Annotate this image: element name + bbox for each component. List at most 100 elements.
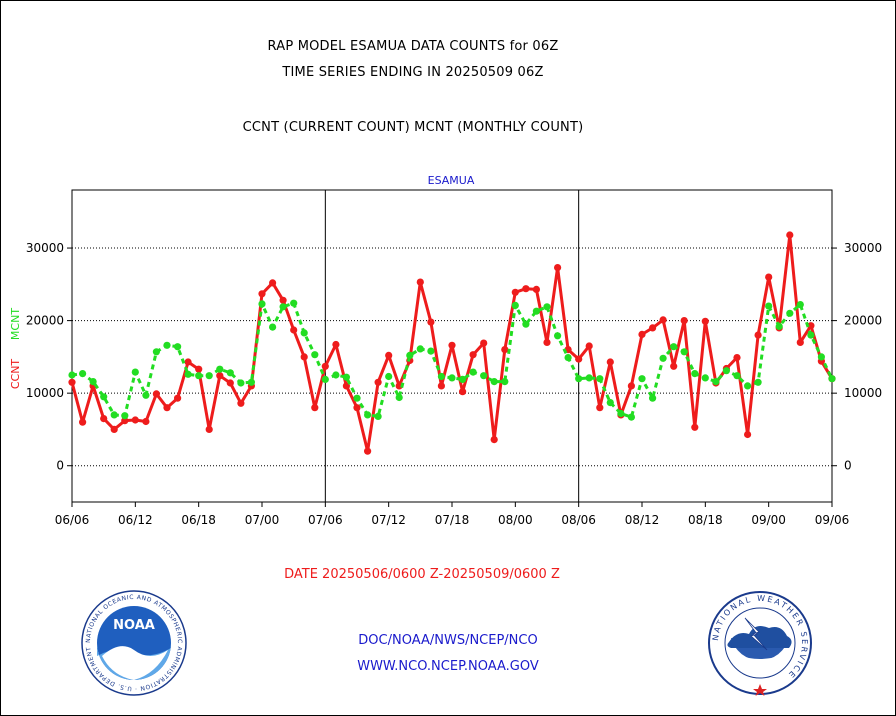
- data-point-ccnt: [754, 331, 762, 339]
- footer-website: WWW.NCO.NCEP.NOAA.GOV: [357, 659, 539, 674]
- data-point-ccnt: [670, 362, 678, 370]
- data-point-mcnt: [142, 391, 150, 399]
- data-point-ccnt: [364, 447, 372, 455]
- data-point-mcnt: [501, 378, 509, 386]
- data-point-mcnt: [416, 345, 424, 353]
- y-tick-label-left: 10000: [26, 386, 64, 400]
- data-point-ccnt: [79, 418, 87, 426]
- chart-subtitle: CCNT (CURRENT COUNT) MCNT (MONTHLY COUNT…: [242, 120, 584, 135]
- data-point-mcnt: [575, 375, 583, 383]
- data-point-ccnt: [554, 264, 562, 272]
- data-point-ccnt: [226, 379, 234, 387]
- data-point-ccnt: [279, 296, 287, 304]
- data-point-ccnt: [269, 279, 277, 287]
- data-point-mcnt: [184, 370, 192, 378]
- data-point-ccnt: [353, 404, 361, 412]
- data-point-mcnt: [353, 394, 361, 402]
- x-tick-label: 06/06: [55, 513, 90, 527]
- data-point-mcnt: [237, 379, 245, 387]
- y-tick-label-right: 0: [844, 459, 852, 473]
- data-point-ccnt: [786, 231, 794, 239]
- data-point-ccnt: [680, 317, 688, 325]
- data-point-ccnt: [807, 322, 815, 330]
- data-point-mcnt: [691, 370, 699, 378]
- noaa-wordmark: NOAA: [113, 618, 155, 633]
- data-point-ccnt: [374, 378, 382, 386]
- data-point-mcnt: [564, 354, 572, 362]
- y-tick-label-left: 20000: [26, 314, 64, 328]
- data-point-ccnt: [691, 423, 699, 431]
- data-point-ccnt: [532, 285, 541, 293]
- data-point-mcnt: [754, 378, 762, 386]
- data-point-mcnt: [733, 372, 741, 380]
- data-point-mcnt: [617, 409, 625, 418]
- data-point-ccnt: [258, 290, 266, 298]
- data-point-mcnt: [480, 372, 488, 380]
- data-point-mcnt: [627, 413, 636, 421]
- x-tick-label: 08/18: [688, 513, 723, 527]
- axes: 0 0 10000 10000 20000 20000 30000 30000 06/06 06/…: [26, 241, 882, 527]
- data-point-mcnt: [469, 368, 477, 376]
- data-point-mcnt: [406, 351, 414, 359]
- series-layer: [68, 231, 836, 455]
- data-point-mcnt: [121, 412, 129, 420]
- data-point-ccnt: [142, 417, 150, 426]
- y-tick-label-left: 0: [56, 459, 64, 473]
- data-point-mcnt: [427, 347, 435, 355]
- x-tick-label: 06/18: [181, 513, 216, 527]
- data-point-ccnt: [68, 378, 76, 386]
- data-point-ccnt: [627, 382, 636, 390]
- data-point-mcnt: [216, 365, 224, 373]
- data-point-ccnt: [184, 358, 192, 366]
- data-point-mcnt: [342, 373, 350, 381]
- data-point-mcnt: [100, 393, 108, 401]
- data-point-mcnt: [364, 411, 372, 419]
- data-point-mcnt: [226, 369, 234, 377]
- data-point-mcnt: [807, 331, 815, 339]
- data-point-ccnt: [332, 340, 340, 349]
- data-point-ccnt: [395, 382, 403, 390]
- data-point-ccnt: [638, 330, 646, 338]
- x-tick-label: 06/12: [118, 513, 153, 527]
- nws-logo: NATIONAL WEATHER SERVICE: [708, 591, 812, 696]
- data-point-ccnt: [437, 382, 445, 390]
- data-point-ccnt: [174, 394, 182, 402]
- data-point-mcnt: [554, 332, 562, 340]
- data-point-ccnt: [216, 372, 224, 380]
- y-tick-label-left: 30000: [26, 241, 64, 255]
- data-point-mcnt: [110, 411, 118, 419]
- data-point-mcnt: [205, 372, 213, 380]
- panel-dividers: [324, 190, 580, 502]
- data-point-mcnt: [152, 348, 160, 356]
- data-point-ccnt: [121, 417, 129, 425]
- data-point-mcnt: [817, 353, 826, 361]
- y-axis-label-mcnt: MCNT: [9, 308, 22, 340]
- data-point-mcnt: [796, 301, 804, 309]
- x-tick-label: 09/06: [815, 513, 850, 527]
- data-point-ccnt: [744, 430, 752, 439]
- data-point-ccnt: [427, 318, 435, 326]
- x-tick-label: 07/12: [371, 513, 406, 527]
- data-point-mcnt: [712, 378, 720, 386]
- x-tick-label: 08/06: [561, 513, 596, 527]
- panel-title: ESAMUA: [428, 174, 475, 187]
- data-point-ccnt: [796, 338, 804, 346]
- chart-title-line1: RAP MODEL ESAMUA DATA COUNTS for 06Z: [267, 39, 559, 54]
- y-tick-label-right: 30000: [844, 241, 882, 255]
- data-point-ccnt: [511, 288, 519, 296]
- data-point-mcnt: [701, 374, 709, 382]
- data-point-mcnt: [828, 375, 836, 383]
- data-point-mcnt: [459, 375, 467, 383]
- data-point-ccnt: [163, 404, 171, 412]
- data-point-mcnt: [638, 375, 646, 383]
- x-tick-label: 09/00: [751, 513, 786, 527]
- data-point-ccnt: [480, 339, 488, 347]
- data-point-ccnt: [459, 388, 467, 396]
- data-point-ccnt: [701, 317, 709, 325]
- gridlines: [72, 247, 832, 467]
- data-point-mcnt: [89, 378, 97, 386]
- footer-org-path: DOC/NOAA/NWS/NCEP/NCO: [358, 633, 538, 648]
- x-tick-label: 07/18: [435, 513, 470, 527]
- x-axis-label: DATE 20250506/0600 Z-20250509/0600 Z: [284, 567, 560, 582]
- data-point-ccnt: [522, 285, 530, 293]
